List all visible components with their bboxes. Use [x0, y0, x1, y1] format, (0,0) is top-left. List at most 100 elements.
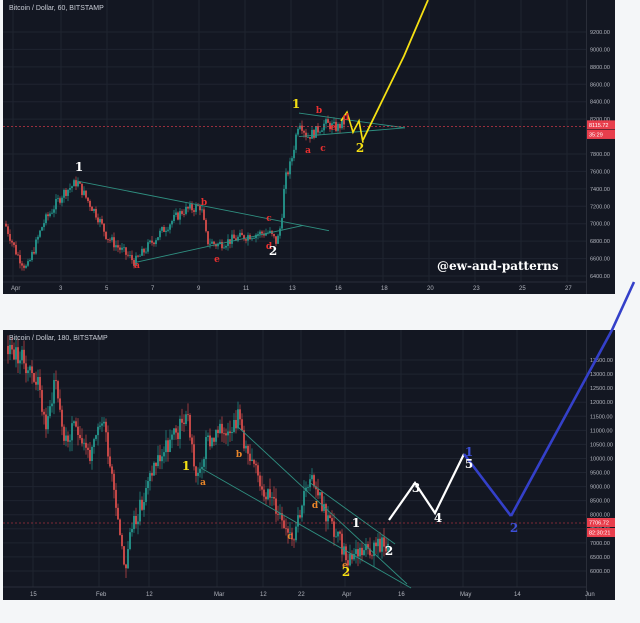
candle-body — [231, 431, 233, 434]
candle-body — [211, 438, 213, 447]
candle-body — [309, 137, 311, 139]
candle-body — [175, 428, 177, 433]
trendline — [76, 180, 330, 232]
candle-body — [87, 197, 89, 202]
candle-body — [93, 439, 95, 447]
y-tick-label: 9200.00 — [590, 30, 610, 36]
trendline — [236, 425, 408, 585]
top-axis-labels: 9200.00 9000.00 8800.00 8600.00 8400.00 8200.… — [11, 30, 615, 292]
wave-label-1: 1 — [75, 160, 83, 174]
wave-label-1: 1 — [292, 97, 300, 111]
candle-body — [41, 227, 43, 231]
candle-body — [49, 406, 51, 417]
candle-body — [95, 435, 97, 440]
candle-body — [277, 513, 279, 515]
candle-body — [27, 261, 29, 266]
candle-body — [155, 240, 157, 245]
candle-body — [131, 255, 133, 261]
candle-body — [231, 234, 233, 244]
candle-body — [187, 206, 189, 209]
candle-body — [97, 426, 99, 436]
candle-body — [305, 132, 307, 138]
candle-body — [341, 533, 343, 555]
x-tick-label: Jun — [585, 592, 595, 598]
candle-body — [297, 515, 299, 527]
candle-body — [139, 255, 141, 257]
wave-label-b: b — [316, 106, 322, 116]
candle-body — [99, 425, 101, 427]
wave-label-d: d — [343, 113, 350, 123]
candle-body — [171, 220, 173, 225]
candle-body — [317, 126, 319, 133]
candle-body — [241, 419, 243, 431]
candle-body — [149, 240, 151, 243]
candle-body — [381, 537, 383, 552]
y-tick-label: 6000.00 — [590, 569, 610, 575]
y-tick-label: 10500.00 — [590, 442, 613, 448]
candle-body — [91, 446, 93, 461]
candle-body — [267, 489, 269, 500]
candle-body — [35, 381, 37, 385]
candle-body — [35, 239, 37, 254]
candle-body — [57, 381, 59, 399]
candle-body — [205, 219, 207, 232]
candle-body — [273, 233, 275, 237]
candle-body — [245, 239, 247, 241]
candle-body — [147, 242, 149, 252]
candle-body — [95, 208, 97, 218]
candle-body — [77, 181, 79, 187]
candle-body — [253, 238, 255, 239]
candle-body — [163, 226, 165, 232]
candle-body — [79, 434, 81, 439]
x-tick-label: 3 — [59, 286, 63, 292]
candle-body — [11, 344, 13, 350]
candle-body — [193, 210, 195, 212]
candle-body — [121, 247, 123, 250]
candle-body — [55, 380, 57, 382]
candle-body — [67, 189, 69, 196]
candle-body — [329, 122, 331, 130]
y-tick-label: 9500.00 — [590, 471, 610, 477]
candle-body — [13, 242, 15, 245]
candle-body — [305, 487, 307, 492]
candle-body — [219, 423, 221, 434]
candle-body — [269, 230, 271, 233]
candle-body — [245, 445, 247, 449]
candle-body — [39, 230, 41, 237]
candle-body — [61, 409, 63, 427]
candle-body — [173, 428, 175, 435]
candle-body — [69, 440, 71, 442]
candle-body — [265, 496, 267, 500]
candle-body — [89, 449, 91, 461]
candle-body — [259, 231, 261, 235]
candle-body — [113, 473, 115, 490]
candle-body — [221, 423, 223, 434]
x-tick-label: 13 — [289, 286, 296, 292]
candle-body — [233, 419, 235, 432]
wave-label-e: e — [214, 255, 220, 265]
candle-body — [177, 432, 179, 440]
candle-body — [331, 518, 333, 522]
candle-body — [103, 223, 105, 232]
candle-body — [25, 265, 27, 268]
y-tick-label: 13500.00 — [590, 358, 613, 364]
x-tick-label: 22 — [298, 592, 305, 598]
candle-body — [189, 414, 191, 438]
candle-body — [73, 421, 75, 424]
x-tick-label: 7 — [151, 286, 155, 292]
candle-body — [107, 432, 109, 457]
x-tick-label: 5 — [105, 286, 109, 292]
candle-body — [283, 520, 285, 529]
candle-body — [289, 532, 291, 534]
candle-body — [169, 224, 171, 230]
price-tag-value: 7706.72 — [589, 521, 609, 527]
candle-body — [31, 252, 33, 261]
candle-body — [275, 498, 277, 514]
candle-body — [303, 130, 305, 133]
candle-body — [161, 226, 163, 231]
candle-body — [17, 254, 19, 256]
candle-body — [227, 239, 229, 246]
candle-body — [185, 206, 187, 214]
x-tick-label: 23 — [473, 286, 480, 292]
candle-body — [285, 528, 287, 530]
